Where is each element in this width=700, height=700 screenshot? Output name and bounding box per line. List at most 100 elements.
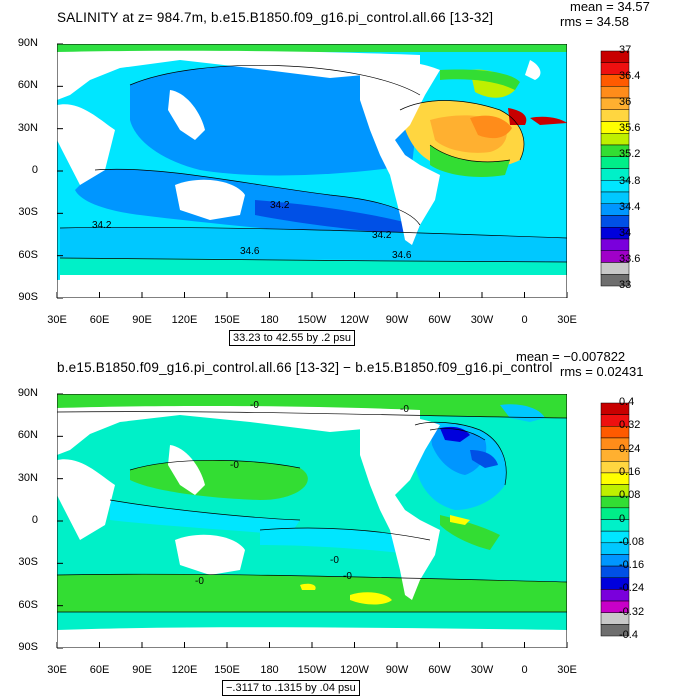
longitude-label: 150W [297,314,327,326]
panel-title: SALINITY at z= 984.7m, b.e15.B1850.f09_g… [57,10,494,25]
eurasia-land [57,405,420,455]
colorbar-label: 0.24 [619,442,641,455]
americas-land [360,59,440,246]
latitude-label: 0 [31,514,38,526]
colorbar-label: 34.4 [619,200,641,213]
contour-label: 34.2 [372,230,392,241]
latitude-label: 90N [17,37,38,49]
colorbar-label: 34 [619,226,632,239]
difference-map: -0 -0 -0 -0 -0 -0 [56,393,630,649]
longitude-label: 30E [47,664,67,676]
colorbar [600,402,630,637]
australia-land [175,179,245,220]
colorbar-label: 33.6 [619,252,641,265]
longitude-label: 60E [89,664,110,676]
eurasia-land [57,50,420,100]
colorbar-label: 35.2 [619,148,641,161]
mean-value: mean = 34.57 [570,0,650,14]
longitude-label: 30E [557,664,577,676]
positive-anomaly-patch [350,592,392,605]
panel-title: b.e15.B1850.f09_g16.pi_control.all.66 [1… [57,360,553,375]
contour-range-note: −.3117 to .1315 by .04 psu [222,680,360,696]
colorbar-label: 0.08 [619,489,641,502]
colorbar-label: -0.32 [619,605,645,618]
colorbar-label: -0.08 [619,535,645,548]
longitude-label: 120E [171,314,198,326]
colorbar-label: 36 [619,96,632,109]
contour-label: -0 [330,555,339,566]
difference-panel: b.e15.B1850.f09_g16.pi_control.all.66 [1… [0,349,700,700]
contour-label: -0 [400,404,409,415]
contour-label: -0 [230,460,239,471]
colorbar-label: -0.16 [619,559,645,572]
colorbar-label: -0.4 [619,629,638,641]
australia-land [175,534,245,575]
latitude-label: 90S [18,291,38,303]
longitude-label: 30W [470,314,494,326]
latitude-label: 30S [18,556,38,569]
colorbar-label: 33 [619,279,632,291]
longitude-label: 90E [132,314,152,326]
longitude-label: 90W [385,314,409,326]
longitude-label: 120W [340,314,369,326]
latitude-label: 60N [17,429,38,442]
salinity-map: 34.2 34.2 34.6 34.2 34.6 [56,43,630,299]
longitude-label: 90E [132,664,152,676]
colorbar-swatch [600,133,630,146]
longitude-label: 30W [470,664,494,676]
colorbar-swatch [600,109,630,122]
colorbar-label: 35.6 [619,122,641,135]
southern-ocean-positive [57,574,567,612]
salinity-panel: SALINITY at z= 984.7m, b.e15.B1850.f09_g… [17,0,650,346]
contour-label: -0 [343,571,352,582]
latitude-label: 30N [17,471,38,484]
longitude-label: 30E [557,314,577,326]
contour-label: 34.6 [392,250,412,261]
rms-value: rms = 34.58 [560,14,630,29]
latitude-label: 30S [18,206,38,219]
latitude-label: 90N [17,387,38,399]
rms-value: rms = 0.02431 [560,364,644,379]
colorbar-label: 36.4 [619,70,641,83]
africa-land [57,459,115,540]
africa-land [57,104,115,185]
colorbar [600,50,630,287]
contour-range-note: 33.23 to 42.55 by .2 psu [229,330,356,346]
longitude-label: 180 [260,664,279,676]
colorbar-label: -0.24 [619,582,645,595]
longitude-label: 60W [428,314,451,326]
americas-land [360,414,440,600]
longitude-label: 90W [385,664,409,676]
colorbar-swatch [600,624,630,637]
contour-lines [59,64,567,263]
longitude-label: 120W [340,664,369,676]
contour-label: 34.2 [270,200,290,211]
latitude-label: 60N [17,79,38,92]
contour-label: 34.2 [92,220,112,231]
latitude-label: 60S [18,248,38,261]
latitude-label: 30N [17,121,38,134]
longitude-label: 0 [521,664,528,676]
arctic-band [57,394,567,418]
latitude-label: 60S [18,598,38,611]
acc-band [60,227,567,262]
contour-label: -0 [250,400,259,411]
latitude-label: 0 [31,164,38,176]
colorbar-label: 0 [619,512,626,525]
colorbar-swatch [600,215,630,228]
contour-lines [57,411,567,613]
pacific-fresh-core [255,200,415,235]
contour-label: -0 [195,576,204,587]
latitude-label: 90S [18,641,38,653]
colorbar-label: 0.16 [619,465,641,478]
mean-value: mean = −0.007822 [516,349,626,364]
longitude-label: 30E [47,314,67,326]
antarctic-margin [60,258,567,275]
longitude-label: 120E [171,664,198,676]
med-outflow [508,108,527,125]
colorbar-swatch [600,274,630,287]
colorbar-label: 0.4 [619,396,635,408]
colorbar-label: 34.8 [619,174,641,187]
longitude-label: 180 [260,314,279,326]
longitude-label: 60W [428,664,451,676]
